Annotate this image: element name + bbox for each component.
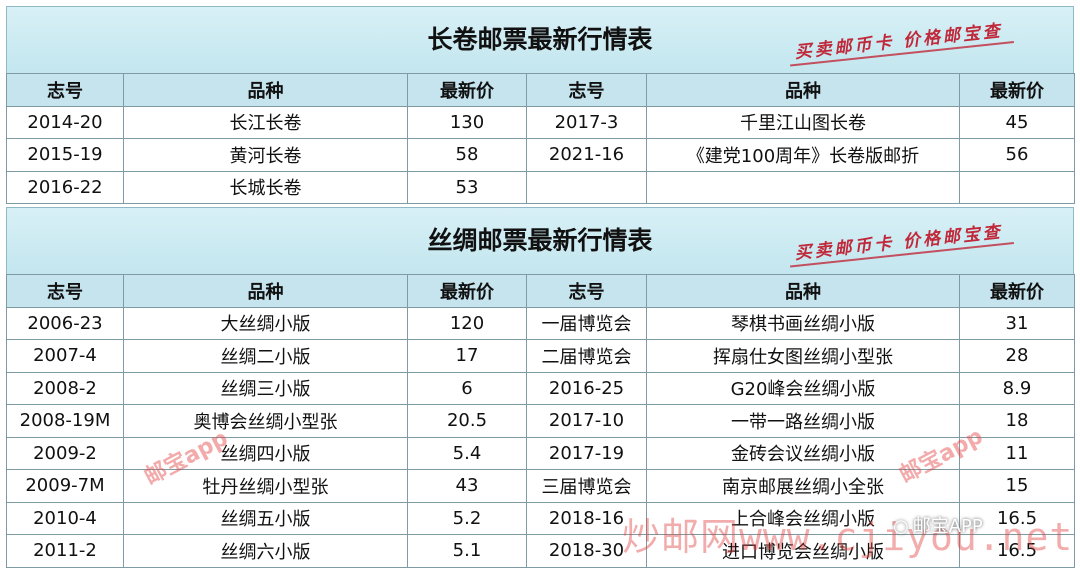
cell-code: 2018-16 bbox=[526, 501, 647, 535]
table-row: 2010-4 丝绸五小版 5.2 2018-16 上合峰会丝绸小版 16.5 bbox=[6, 501, 1075, 535]
cell-variety: 长江长卷 bbox=[123, 105, 408, 139]
cell-code: 三届博览会 bbox=[526, 469, 647, 503]
cell-code: 2016-25 bbox=[526, 371, 647, 405]
cell-variety: 《建党100周年》长卷版邮折 bbox=[646, 138, 960, 172]
cell-price: 16.5 bbox=[959, 534, 1075, 568]
cell-code: 二届博览会 bbox=[526, 339, 647, 373]
cell-variety: 丝绸三小版 bbox=[123, 371, 408, 405]
table-row: 2014-20 长江长卷 130 2017-3 千里江山图长卷 45 bbox=[6, 105, 1075, 139]
table-row: 2009-7M 牡丹丝绸小型张 43 三届博览会 南京邮展丝绸小全张 15 bbox=[6, 469, 1075, 503]
col-header-price: 最新价 bbox=[407, 274, 527, 308]
cell-price: 17 bbox=[407, 339, 527, 373]
cell-code: 2017-3 bbox=[526, 105, 647, 139]
cell-price: 15 bbox=[959, 469, 1075, 503]
col-header-code: 志号 bbox=[6, 274, 124, 308]
table-row: 2011-2 丝绸六小版 5.1 2018-30 进口博览会丝绸小版 16.5 bbox=[6, 534, 1075, 568]
cell-code bbox=[526, 170, 647, 204]
cell-price: 31 bbox=[959, 306, 1075, 340]
header-row: 志号 品种 最新价 志号 品种 最新价 bbox=[6, 73, 1075, 107]
cell-code: 2018-30 bbox=[526, 534, 647, 568]
table-row: 2008-19M 奥博会丝绸小型张 20.5 2017-10 一带一路丝绸小版 … bbox=[6, 404, 1075, 438]
cell-code: 2016-22 bbox=[6, 170, 124, 204]
cell-code: 2009-2 bbox=[6, 436, 124, 470]
cell-code: 2011-2 bbox=[6, 534, 124, 568]
cell-code: 2021-16 bbox=[526, 138, 647, 172]
col-header-code: 志号 bbox=[526, 73, 647, 107]
col-header-variety: 品种 bbox=[123, 274, 408, 308]
cell-code: 2006-23 bbox=[6, 306, 124, 340]
cell-code: 2008-19M bbox=[6, 404, 124, 438]
cell-code: 一届博览会 bbox=[526, 306, 647, 340]
cell-price: 56 bbox=[959, 138, 1075, 172]
cell-price: 5.1 bbox=[407, 534, 527, 568]
cell-price: 11 bbox=[959, 436, 1075, 470]
cell-variety: 上合峰会丝绸小版 bbox=[646, 501, 960, 535]
cell-code: 2010-4 bbox=[6, 501, 124, 535]
cell-price: 53 bbox=[407, 170, 527, 204]
cell-code: 2008-2 bbox=[6, 371, 124, 405]
cell-price: 120 bbox=[407, 306, 527, 340]
long-scroll-section: 长卷邮票最新行情表 买卖邮币卡 价格邮宝查 志号 品种 最新价 志号 品种 最新… bbox=[6, 6, 1075, 204]
cell-code: 2014-20 bbox=[6, 105, 124, 139]
cell-variety: 丝绸二小版 bbox=[123, 339, 408, 373]
table-row: 2015-19 黄河长卷 58 2021-16 《建党100周年》长卷版邮折 5… bbox=[6, 138, 1075, 172]
table-title: 丝绸邮票最新行情表 bbox=[427, 226, 653, 255]
table-title: 长卷邮票最新行情表 bbox=[427, 25, 653, 54]
cell-variety bbox=[646, 170, 960, 204]
cell-price: 18 bbox=[959, 404, 1075, 438]
cell-price: 45 bbox=[959, 105, 1075, 139]
col-header-variety: 品种 bbox=[646, 274, 960, 308]
cell-price: 5.4 bbox=[407, 436, 527, 470]
cell-variety: G20峰会丝绸小版 bbox=[646, 371, 960, 405]
title-bar: 丝绸邮票最新行情表 买卖邮币卡 价格邮宝查 bbox=[6, 207, 1074, 274]
cell-variety: 一带一路丝绸小版 bbox=[646, 404, 960, 438]
cell-variety: 丝绸五小版 bbox=[123, 501, 408, 535]
cell-price: 6 bbox=[407, 371, 527, 405]
cell-variety: 长城长卷 bbox=[123, 170, 408, 204]
cell-price: 5.2 bbox=[407, 501, 527, 535]
cell-code: 2017-10 bbox=[526, 404, 647, 438]
cell-variety: 奥博会丝绸小型张 bbox=[123, 404, 408, 438]
table-row: 2008-2 丝绸三小版 6 2016-25 G20峰会丝绸小版 8.9 bbox=[6, 371, 1075, 405]
cell-price: 20.5 bbox=[407, 404, 527, 438]
cell-variety: 牡丹丝绸小型张 bbox=[123, 469, 408, 503]
cell-variety: 南京邮展丝绸小全张 bbox=[646, 469, 960, 503]
col-header-variety: 品种 bbox=[123, 73, 408, 107]
cell-price: 130 bbox=[407, 105, 527, 139]
cell-variety: 丝绸四小版 bbox=[123, 436, 408, 470]
cell-variety: 丝绸六小版 bbox=[123, 534, 408, 568]
table-row: 2009-2 丝绸四小版 5.4 2017-19 金砖会议丝绸小版 11 bbox=[6, 436, 1075, 470]
col-header-code: 志号 bbox=[526, 274, 647, 308]
cell-price bbox=[959, 170, 1075, 204]
col-header-variety: 品种 bbox=[646, 73, 960, 107]
col-header-price: 最新价 bbox=[959, 73, 1075, 107]
col-header-price: 最新价 bbox=[959, 274, 1075, 308]
cell-code: 2009-7M bbox=[6, 469, 124, 503]
cell-variety: 大丝绸小版 bbox=[123, 306, 408, 340]
cell-variety: 进口博览会丝绸小版 bbox=[646, 534, 960, 568]
table-row: 2006-23 大丝绸小版 120 一届博览会 琴棋书画丝绸小版 31 bbox=[6, 306, 1075, 340]
col-header-code: 志号 bbox=[6, 73, 124, 107]
cell-code: 2015-19 bbox=[6, 138, 124, 172]
cell-variety: 黄河长卷 bbox=[123, 138, 408, 172]
cell-variety: 琴棋书画丝绸小版 bbox=[646, 306, 960, 340]
cell-code: 2017-19 bbox=[526, 436, 647, 470]
cell-code: 2007-4 bbox=[6, 339, 124, 373]
cell-variety: 挥扇仕女图丝绸小型张 bbox=[646, 339, 960, 373]
silk-price-table: 志号 品种 最新价 志号 品种 最新价 2006-23 大丝绸小版 120 一届… bbox=[6, 274, 1075, 568]
cell-price: 16.5 bbox=[959, 501, 1075, 535]
silk-section: 丝绸邮票最新行情表 买卖邮币卡 价格邮宝查 志号 品种 最新价 志号 品种 最新… bbox=[6, 207, 1075, 568]
header-row: 志号 品种 最新价 志号 品种 最新价 bbox=[6, 274, 1075, 308]
table-row: 2007-4 丝绸二小版 17 二届博览会 挥扇仕女图丝绸小型张 28 bbox=[6, 339, 1075, 373]
table-row: 2016-22 长城长卷 53 bbox=[6, 170, 1075, 204]
cell-price: 28 bbox=[959, 339, 1075, 373]
cell-price: 8.9 bbox=[959, 371, 1075, 405]
title-bar: 长卷邮票最新行情表 买卖邮币卡 价格邮宝查 bbox=[6, 6, 1074, 73]
cell-price: 43 bbox=[407, 469, 527, 503]
cell-price: 58 bbox=[407, 138, 527, 172]
cell-variety: 金砖会议丝绸小版 bbox=[646, 436, 960, 470]
long-scroll-price-table: 志号 品种 最新价 志号 品种 最新价 2014-20 长江长卷 130 201… bbox=[6, 73, 1075, 204]
col-header-price: 最新价 bbox=[407, 73, 527, 107]
cell-variety: 千里江山图长卷 bbox=[646, 105, 960, 139]
